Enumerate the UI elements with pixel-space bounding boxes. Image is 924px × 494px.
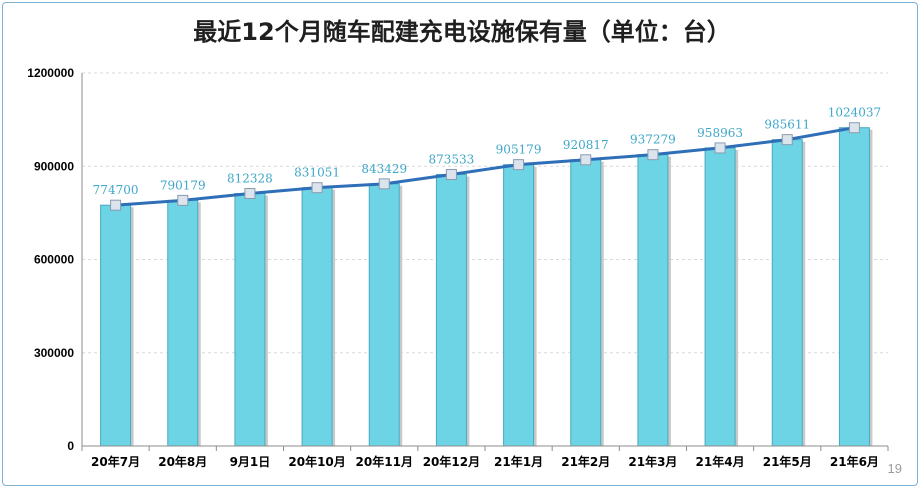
category-label: 20年7月 <box>91 454 140 469</box>
line-marker <box>177 194 189 206</box>
page-number: 19 <box>887 461 902 476</box>
category-label: 21年6月 <box>830 454 879 469</box>
bar <box>704 147 736 447</box>
line-marker <box>513 159 525 171</box>
bar <box>435 173 467 447</box>
category-label: 20年10月 <box>288 454 345 469</box>
data-label: 937279 <box>630 133 676 147</box>
data-label: 920817 <box>563 138 609 152</box>
data-label: 958963 <box>697 126 743 140</box>
y-tick-label: 300000 <box>34 346 74 360</box>
data-label: 774700 <box>93 183 139 197</box>
y-tick-label: 600000 <box>34 253 74 267</box>
bar <box>301 187 333 447</box>
bar <box>838 127 870 447</box>
line-marker <box>244 188 256 200</box>
category-label: 21年1月 <box>494 454 543 469</box>
bar <box>503 164 535 447</box>
data-label: 843429 <box>361 162 407 176</box>
category-label: 9月1日 <box>230 455 271 469</box>
bar <box>570 159 602 447</box>
y-tick-label: 0 <box>67 439 74 453</box>
category-label: 21年3月 <box>628 454 677 469</box>
category-label: 21年5月 <box>763 454 812 469</box>
line-marker <box>445 168 457 180</box>
line-marker <box>647 149 659 161</box>
line-marker <box>848 122 860 134</box>
data-label: 905179 <box>496 143 542 157</box>
category-label: 21年4月 <box>696 454 745 469</box>
category-label: 21年2月 <box>561 454 610 469</box>
bar <box>167 199 199 447</box>
data-label: 812328 <box>227 172 273 186</box>
line-marker <box>110 199 122 211</box>
bar <box>234 193 266 447</box>
y-tick-label: 1200000 <box>27 66 74 80</box>
series-line <box>115 126 855 207</box>
data-label: 985611 <box>764 118 810 132</box>
bar <box>368 183 400 447</box>
bar <box>637 154 669 447</box>
bar <box>771 139 803 447</box>
line-marker <box>781 134 793 146</box>
line-marker <box>378 178 390 190</box>
category-label: 20年11月 <box>356 454 413 469</box>
chart-title: 最近12个月随车配建充电设施保有量（单位：台） <box>193 18 731 46</box>
line-marker <box>714 142 726 154</box>
y-tick-label: 900000 <box>34 159 74 173</box>
data-label: 831051 <box>294 166 340 180</box>
bar <box>100 204 132 447</box>
line-marker <box>311 182 323 194</box>
line-marker <box>580 154 592 166</box>
data-label: 873533 <box>429 152 475 166</box>
category-label: 20年12月 <box>423 454 480 469</box>
category-label: 20年8月 <box>158 454 207 469</box>
data-label: 790179 <box>160 178 206 192</box>
data-label: 1024037 <box>828 106 881 120</box>
